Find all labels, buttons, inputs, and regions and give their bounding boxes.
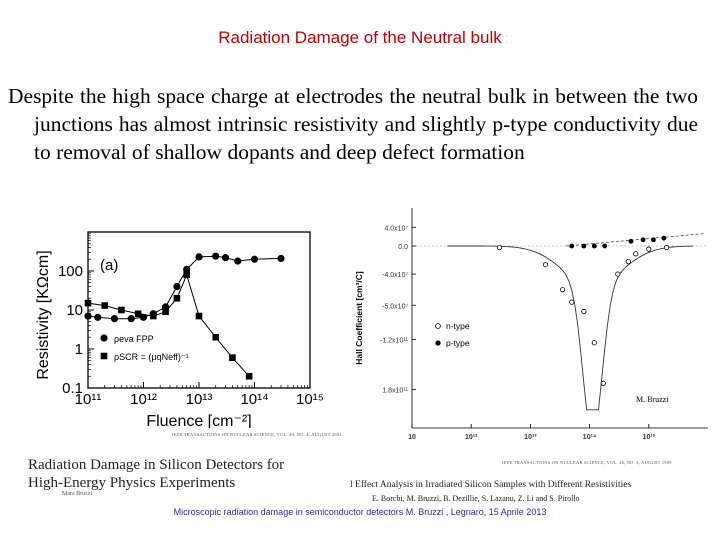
left-paper-title: Radiation Damage in Silicon Detectors fo… — [28, 456, 284, 492]
data-point-n-type — [646, 246, 652, 252]
x-tick-label: 10¹² — [465, 434, 478, 441]
data-point-n-type — [581, 308, 587, 315]
data-point-scr — [195, 312, 203, 320]
legend-label-fpp: ρeva FPP — [114, 334, 154, 344]
data-point-n-type — [600, 380, 606, 386]
data-point-n-type — [560, 287, 566, 293]
data-point-scr — [134, 310, 142, 318]
data-point-n-type — [569, 299, 575, 305]
data-point-fpp — [234, 257, 242, 265]
x-tick-label: 10¹⁴ — [240, 391, 268, 408]
data-point-scr — [183, 271, 190, 279]
left-journal-header: IEEE TRANSACTIONS ON NUCLEAR SCIENCE, VO… — [172, 432, 342, 437]
y-tick-label: -5.0x10⁷ — [382, 303, 408, 310]
data-point-scr — [245, 372, 253, 380]
x-tick-label: 10¹⁴ — [583, 434, 597, 441]
data-point-n-type — [633, 251, 639, 257]
legend-marker-scr — [100, 352, 108, 360]
data-point-fpp — [84, 312, 92, 320]
y-tick-label: -4.0x10⁷ — [382, 272, 408, 279]
data-point-fpp — [250, 255, 259, 263]
panel-label: (a) — [100, 257, 118, 274]
left-paper-title-line2: High-Energy Physics Experiments — [28, 475, 236, 491]
data-point-scr — [101, 302, 109, 309]
y-axis-label: Hall Coefficient [cm³/C] — [354, 271, 364, 365]
y-tick-label: 100 — [58, 263, 83, 280]
n-type-fit-curve — [447, 245, 694, 411]
data-point-fpp — [277, 254, 285, 263]
data-point-scr — [84, 299, 92, 307]
x-axis-label: Fluence [cm⁻²] — [146, 413, 251, 428]
data-point-p-type — [591, 243, 597, 249]
right-paper-title: l Effect Analysis in Irradiated Silicon … — [350, 480, 632, 490]
legend-marker-p-type — [435, 340, 441, 346]
data-point-p-type — [628, 238, 634, 244]
slide-title: Radiation Damage of the Neutral bulk — [218, 28, 502, 47]
x-tick-label: 10¹¹ — [75, 391, 102, 408]
data-point-fpp — [183, 265, 191, 273]
data-point-scr — [118, 306, 125, 314]
right-paper-authors: E. Borchi, M. Bruzzi, B. Dezillie, S. La… — [372, 494, 580, 503]
data-point-fpp — [212, 252, 220, 260]
data-point-p-type — [602, 243, 608, 249]
y-tick-label: 4.0x10⁷ — [384, 225, 408, 232]
author-annotation: M. Bruzzi — [636, 395, 669, 404]
data-point-scr — [149, 312, 157, 320]
slide-body-text: Despite the high space charge at electro… — [8, 84, 698, 164]
x-tick-label: 10¹³ — [186, 391, 213, 408]
y-axis-label: Resistivity [KΩcm] — [35, 250, 52, 379]
legend-marker-fpp — [100, 334, 108, 342]
data-point-fpp — [195, 253, 203, 261]
data-point-n-type — [496, 244, 503, 251]
left-paper-author: Mara Bruzzi — [62, 491, 93, 497]
legend-label-n-type: n-type — [446, 321, 470, 331]
y-tick-label: 1 — [75, 341, 83, 358]
x-tick-label: 10¹³ — [643, 434, 656, 441]
data-point-scr — [162, 308, 169, 316]
data-point-p-type — [569, 243, 575, 249]
x-tick-label: 10 — [408, 434, 416, 441]
data-point-n-type — [625, 258, 631, 265]
slide-footer: Microscopic radiation damage in semicond… — [173, 507, 547, 517]
data-point-fpp — [94, 313, 102, 321]
data-point-fpp — [127, 315, 135, 323]
data-point-p-type — [581, 243, 587, 249]
p-type-trend-line — [566, 233, 706, 247]
y-tick-label: 1.8x10¹¹ — [382, 388, 408, 395]
legend-label-scr: ρSCR = (μqNeff)⁻¹ — [114, 352, 189, 362]
data-point-n-type — [664, 244, 670, 251]
data-point-fpp — [139, 313, 148, 321]
data-point-fpp — [110, 315, 119, 323]
right-journal-header: IEEE TRANSACTIONS ON NUCLEAR SCIENCE, VO… — [502, 460, 672, 465]
data-point-n-type — [542, 262, 549, 268]
resistivity-chart: 10¹¹ 10¹² 10¹³ 10¹⁴ 10¹⁵ 0.1 1 10 100 Fluence [cm… — [35, 231, 324, 428]
data-point-scr — [173, 294, 181, 302]
y-tick-label: 0.1 — [62, 380, 83, 397]
left-paper-title-line1: Radiation Damage in Silicon Detectors fo… — [28, 457, 285, 473]
data-point-n-type — [615, 271, 621, 277]
data-point-n-type — [591, 340, 597, 346]
y-tick-label: 0.0 — [398, 244, 408, 251]
x-tick-label: 10¹² — [130, 391, 157, 408]
y-tick-label: -1.2x10¹¹ — [380, 338, 409, 345]
hall-coefficient-chart: 4.0x10⁷ 0.0 -4.0x10⁷ -5.0x10⁷ -1.2x10¹¹ 1.8x1… — [354, 208, 708, 441]
data-point-scr — [229, 354, 236, 361]
data-point-p-type — [640, 237, 646, 243]
x-tick-label: 10¹⁵ — [296, 391, 324, 408]
data-point-p-type — [661, 235, 667, 241]
legend-label-p-type: p-type — [446, 338, 470, 348]
data-point-scr — [212, 333, 220, 341]
y-tick-label: 10 — [66, 302, 83, 319]
legend-marker-n-type — [435, 323, 441, 329]
x-tick-label: 10¹³ — [524, 434, 537, 441]
data-point-fpp — [173, 282, 181, 291]
data-point-fpp — [221, 254, 230, 262]
data-point-p-type — [651, 237, 656, 243]
